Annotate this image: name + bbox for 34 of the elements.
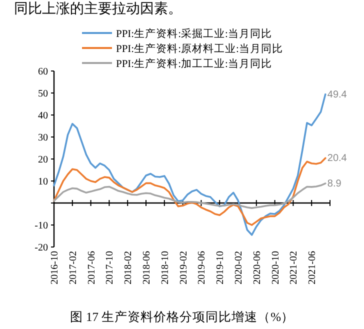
- legend-label: PPI:生产资料:原材料工业:当月同比: [116, 42, 283, 55]
- x-tick-label: 2020-02: [234, 251, 244, 284]
- legend-label: PPI:生产资料:采掘工业:当月同比: [116, 27, 272, 40]
- data-label: 8.9: [327, 178, 342, 190]
- data-label: 49.4: [327, 89, 348, 100]
- x-tick-label: 2016-10: [50, 251, 60, 284]
- line-series: [53, 182, 326, 209]
- x-tick-label: 2018-06: [142, 251, 152, 284]
- x-tick-label: 2019-02: [178, 251, 190, 284]
- x-tick-label: 2019-06: [196, 251, 208, 284]
- text: 图 17 生产资料价格分项同比增速（%）: [70, 310, 294, 324]
- line-series: [53, 93, 326, 236]
- y-tick-label: -20: [34, 242, 48, 254]
- x-tick-label: 2017-02: [68, 251, 79, 284]
- x-tick-label: 2018-02: [123, 251, 134, 284]
- y-tick-label: 40: [38, 110, 48, 122]
- data-label: 20.4: [327, 153, 348, 164]
- x-tick-label: 2018-10: [160, 251, 171, 284]
- text: 同比上涨的主要拉动因素。: [14, 1, 182, 17]
- y-tick-label: -10: [34, 220, 48, 232]
- legend-label: PPI:生产资料:加工工业:当月同比: [116, 57, 272, 70]
- x-tick-label: 2021-06: [307, 251, 318, 284]
- y-tick-label: 50: [38, 88, 48, 100]
- y-tick-label: 60: [38, 66, 48, 78]
- x-tick-label: 2019-10: [215, 251, 226, 284]
- x-tick-label: 2020-06: [252, 251, 263, 284]
- line-series: [53, 157, 326, 226]
- x-tick-label: 2021-02: [288, 251, 300, 284]
- y-tick-label: 20: [38, 154, 48, 166]
- x-tick-label: 2017-06: [86, 251, 98, 284]
- x-tick-label: 2017-10: [104, 251, 116, 284]
- y-tick-label: 30: [38, 132, 48, 144]
- y-tick-label: 10: [38, 176, 48, 188]
- x-tick-label: 2020-10: [270, 251, 282, 284]
